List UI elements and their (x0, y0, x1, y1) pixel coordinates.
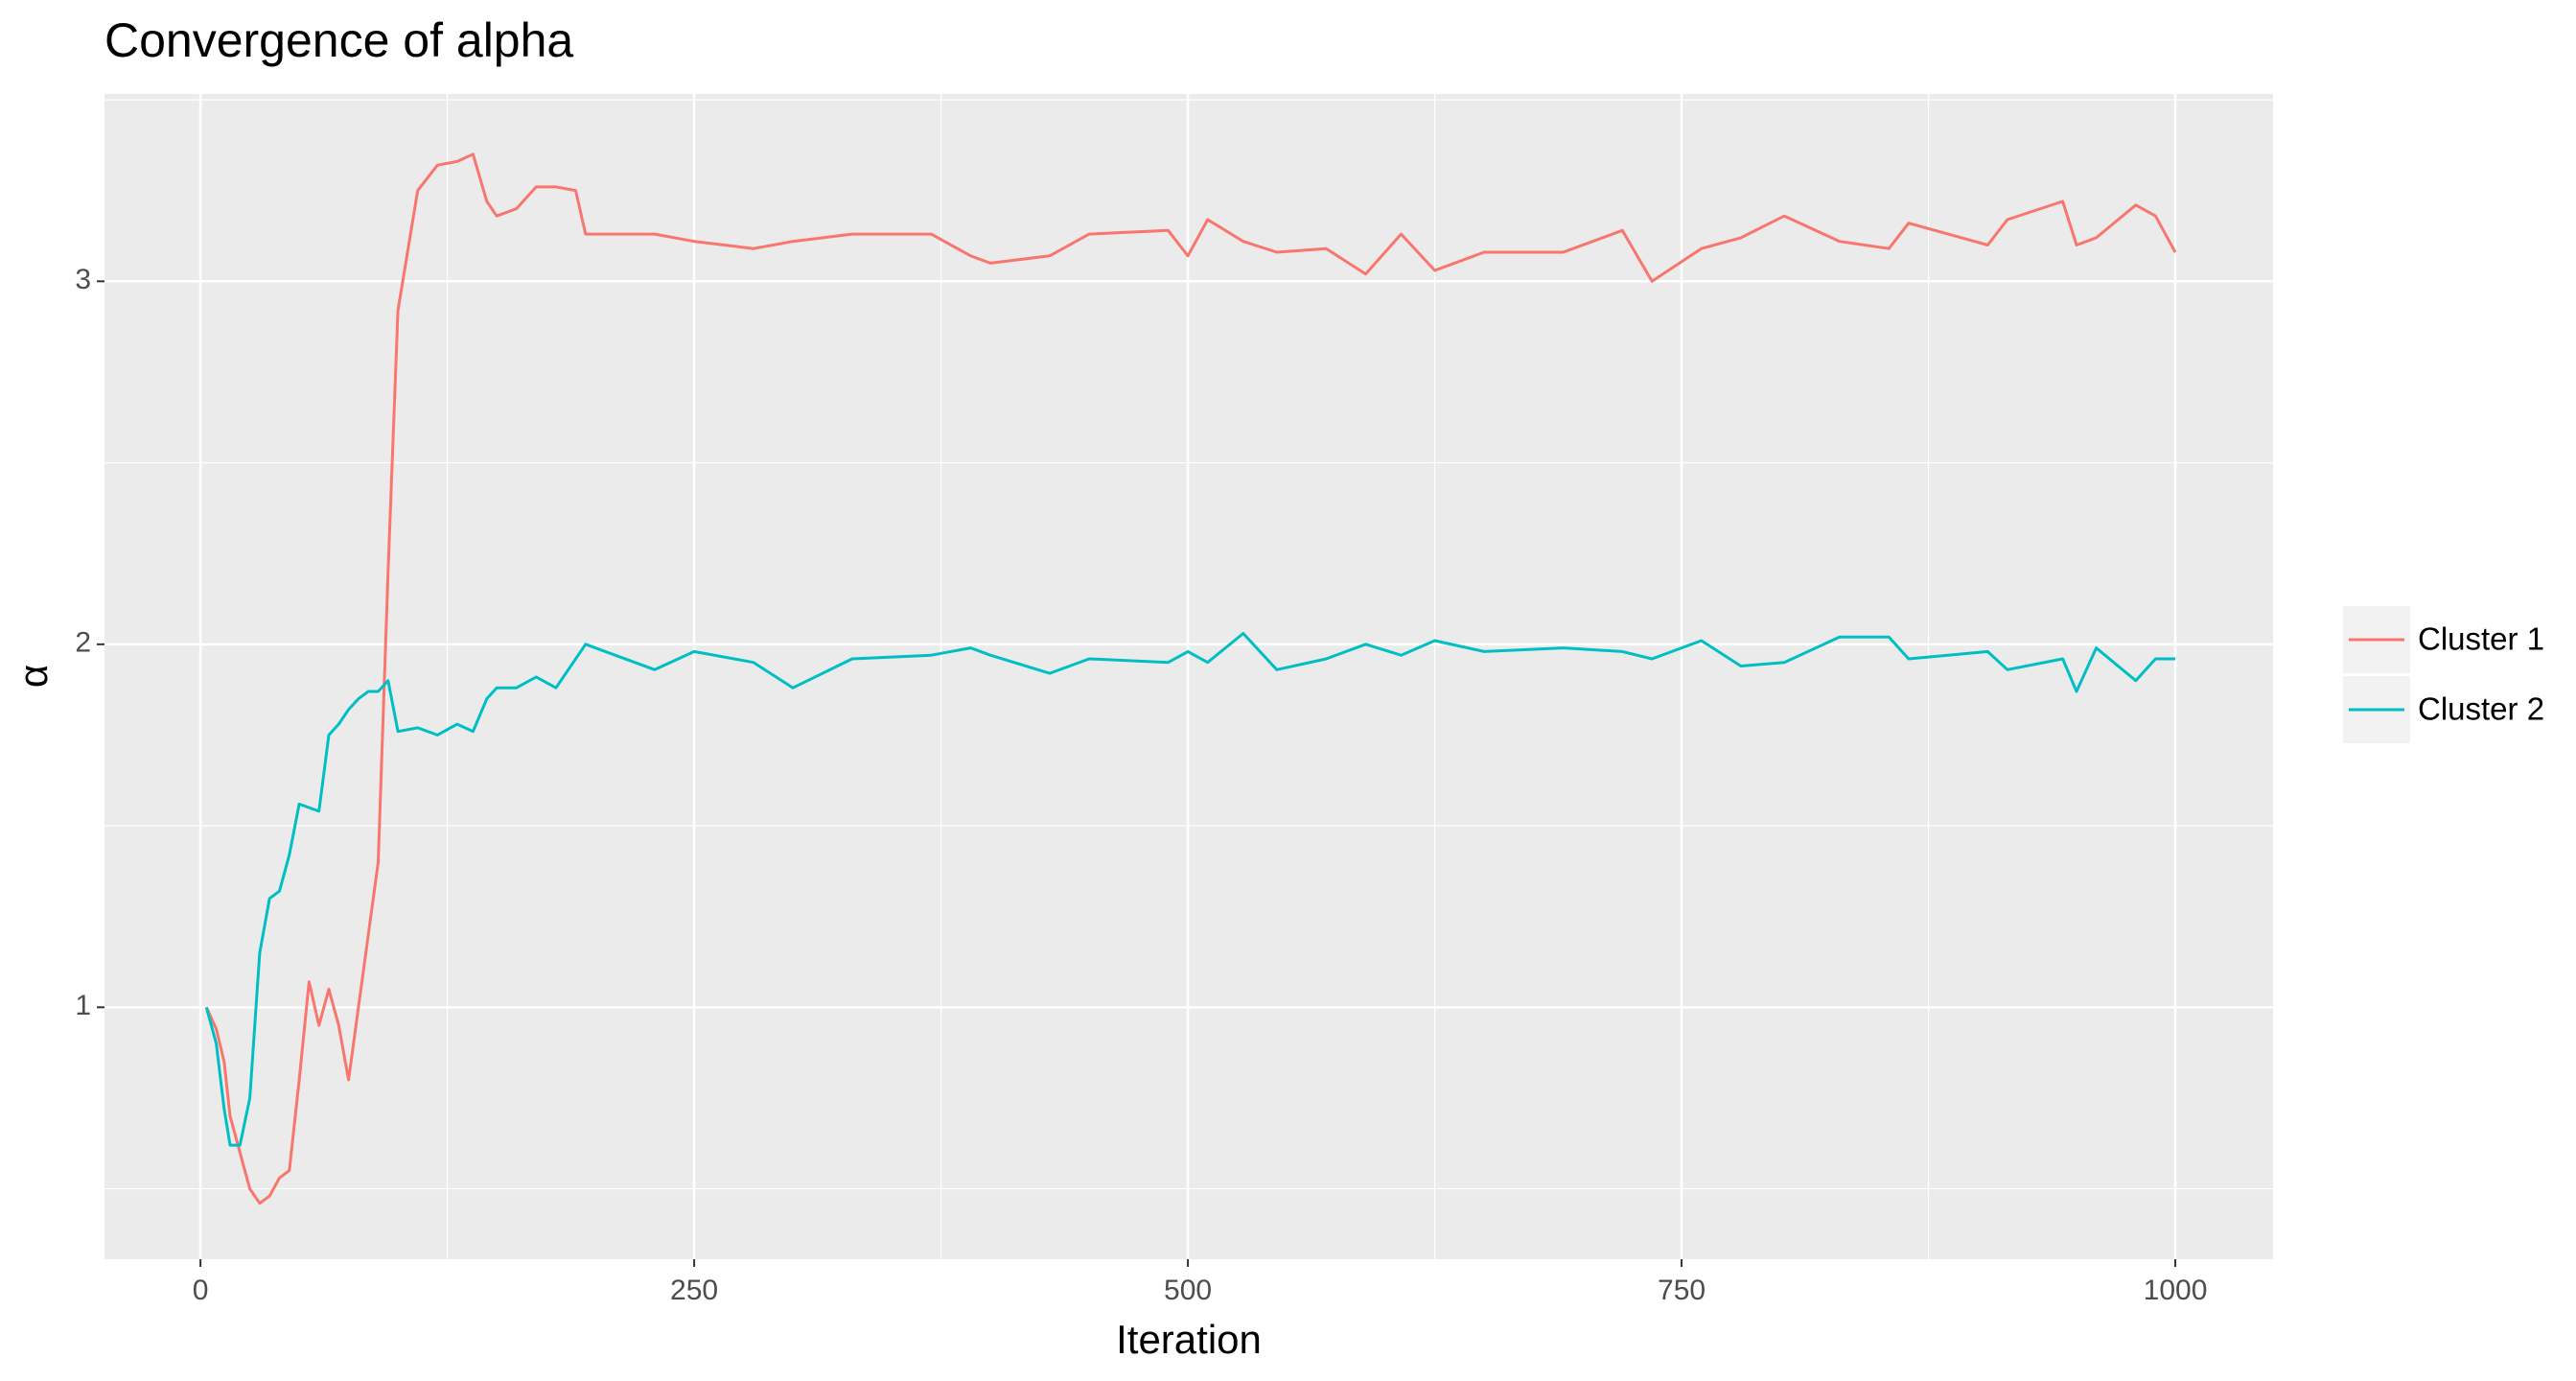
x-tick-label: 0 (193, 1275, 209, 1306)
series-line (204, 152, 2177, 1205)
y-axis-label: α (11, 665, 56, 688)
x-tick-label: 1000 (2144, 1275, 2208, 1306)
x-axis-label: Iteration (1116, 1317, 1262, 1362)
series-line (204, 632, 2175, 1147)
x-tick-label: 750 (1658, 1275, 1706, 1306)
x-tick-label: 500 (1164, 1275, 1212, 1306)
y-tick-label: 3 (75, 264, 91, 295)
legend-label: Cluster 1 (2418, 621, 2544, 657)
legend-label: Cluster 2 (2418, 691, 2544, 727)
y-tick-label: 1 (75, 990, 91, 1021)
y-tick-label: 2 (75, 627, 91, 659)
x-tick-label: 250 (670, 1275, 718, 1306)
chart-title: Convergence of alpha (104, 13, 573, 67)
